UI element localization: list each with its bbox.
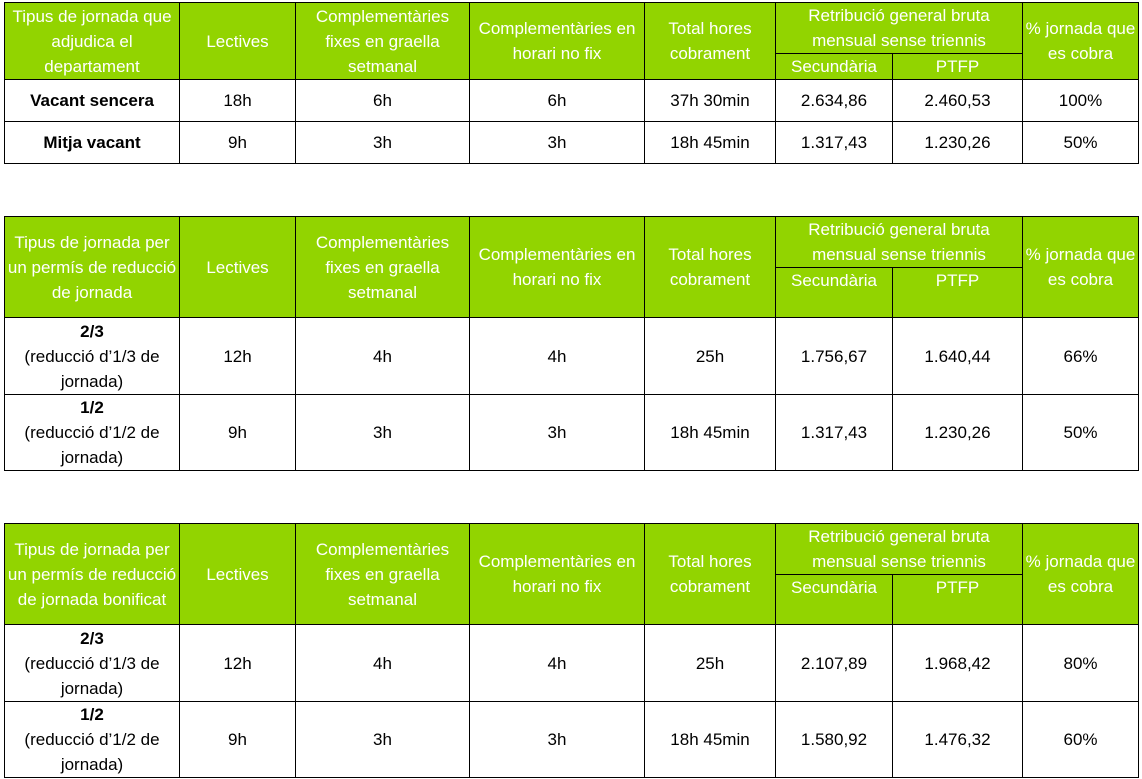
table-vacant-types: Tipus de jornada que adjudica el departa…	[4, 2, 1139, 164]
cell-nofix: 4h	[469, 624, 645, 702]
row-fraction: 2/3	[80, 321, 104, 341]
header-total-hores: Total hores cobrament	[644, 216, 776, 318]
cell-lectives: 18h	[179, 79, 296, 122]
cell-total: 37h 30min	[644, 79, 776, 122]
cell-percent: 66%	[1022, 317, 1139, 395]
cell-fixes: 3h	[295, 701, 470, 778]
header-complementaries-no-fix: Complementàries en horari no fix	[469, 523, 645, 625]
header-ptfp: PTFP	[892, 53, 1023, 80]
header-percent-jornada: % jornada que es cobra	[1022, 523, 1139, 625]
cell-ptfp: 2.460,53	[892, 79, 1023, 122]
header-total-hores: Total hores cobrament	[644, 523, 776, 625]
cell-secundaria: 2.107,89	[775, 624, 893, 702]
table-reduccio-bonificat: Tipus de jornada per un permís de reducc…	[4, 523, 1139, 778]
cell-secundaria: 1.317,43	[775, 121, 893, 164]
header-lectives: Lectives	[179, 216, 296, 318]
header-complementaries-no-fix: Complementàries en horari no fix	[469, 2, 645, 80]
cell-ptfp: 1.230,26	[892, 394, 1023, 471]
cell-nofix: 4h	[469, 317, 645, 395]
cell-ptfp: 1.640,44	[892, 317, 1023, 395]
cell-total: 25h	[644, 624, 776, 702]
row-label: 2/3 (reducció d’1/3 de jornada)	[4, 317, 180, 395]
cell-fixes: 4h	[295, 317, 470, 395]
header-percent-jornada: % jornada que es cobra	[1022, 216, 1139, 318]
header-lectives: Lectives	[179, 2, 296, 80]
row-label: 1/2 (reducció d’1/2 de jornada)	[4, 701, 180, 778]
row-subtitle: (reducció d’1/3 de jornada)	[24, 346, 160, 391]
cell-lectives: 9h	[179, 121, 296, 164]
table-row: 2/3 (reducció d’1/3 de jornada) 12h 4h 4…	[4, 624, 1139, 702]
cell-lectives: 12h	[179, 624, 296, 702]
cell-ptfp: 1.230,26	[892, 121, 1023, 164]
header-tipus-jornada: Tipus de jornada per un permís de reducc…	[4, 523, 180, 625]
cell-nofix: 3h	[469, 394, 645, 471]
header-total-hores: Total hores cobrament	[644, 2, 776, 80]
table-row: Vacant sencera 18h 6h 6h 37h 30min 2.634…	[4, 79, 1139, 122]
table-row: Mitja vacant 9h 3h 3h 18h 45min 1.317,43…	[4, 121, 1139, 164]
row-fraction: 1/2	[80, 705, 104, 724]
cell-percent: 60%	[1022, 701, 1139, 778]
table-row: 1/2 (reducció d’1/2 de jornada) 9h 3h 3h…	[4, 701, 1139, 778]
header-complementaries-fixes: Complementàries fixes en graella setmana…	[295, 2, 470, 80]
row-subtitle: (reducció d’1/2 de jornada)	[24, 423, 160, 467]
cell-ptfp: 1.968,42	[892, 624, 1023, 702]
row-label: Mitja vacant	[4, 121, 180, 164]
row-label: 1/2 (reducció d’1/2 de jornada)	[4, 394, 180, 471]
header-lectives: Lectives	[179, 523, 296, 625]
cell-total: 18h 45min	[644, 121, 776, 164]
cell-secundaria: 1.580,92	[775, 701, 893, 778]
cell-lectives: 9h	[179, 701, 296, 778]
cell-total: 18h 45min	[644, 394, 776, 471]
cell-nofix: 3h	[469, 121, 645, 164]
cell-secundaria: 1.317,43	[775, 394, 893, 471]
cell-fixes: 6h	[295, 79, 470, 122]
header-retribucio: Retribució general bruta mensual sense t…	[775, 216, 1023, 268]
cell-nofix: 6h	[469, 79, 645, 122]
table-row: 2/3 (reducció d’1/3 de jornada) 12h 4h 4…	[4, 317, 1139, 395]
row-label: Vacant sencera	[4, 79, 180, 122]
cell-fixes: 3h	[295, 394, 470, 471]
header-tipus-jornada: Tipus de jornada per un permís de reducc…	[4, 216, 180, 318]
cell-nofix: 3h	[469, 701, 645, 778]
header-percent-jornada: % jornada que es cobra	[1022, 2, 1139, 80]
cell-secundaria: 2.634,86	[775, 79, 893, 122]
header-secundaria: Secundària	[775, 267, 893, 318]
header-secundaria: Secundària	[775, 53, 893, 80]
header-secundaria: Secundària	[775, 574, 893, 625]
row-label: 2/3 (reducció d’1/3 de jornada)	[4, 624, 180, 702]
header-ptfp: PTFP	[892, 574, 1023, 625]
row-fraction: 2/3	[80, 628, 104, 648]
table-row: 1/2 (reducció d’1/2 de jornada) 9h 3h 3h…	[4, 394, 1139, 471]
header-tipus-jornada: Tipus de jornada que adjudica el departa…	[4, 2, 180, 80]
header-complementaries-no-fix: Complementàries en horari no fix	[469, 216, 645, 318]
table-reduccio-jornada: Tipus de jornada per un permís de reducc…	[4, 216, 1139, 471]
header-ptfp: PTFP	[892, 267, 1023, 318]
header-complementaries-fixes: Complementàries fixes en graella setmana…	[295, 216, 470, 318]
header-complementaries-fixes: Complementàries fixes en graella setmana…	[295, 523, 470, 625]
header-retribucio: Retribució general bruta mensual sense t…	[775, 523, 1023, 575]
cell-total: 18h 45min	[644, 701, 776, 778]
cell-ptfp: 1.476,32	[892, 701, 1023, 778]
row-subtitle: (reducció d’1/3 de jornada)	[24, 653, 160, 698]
cell-percent: 80%	[1022, 624, 1139, 702]
cell-percent: 100%	[1022, 79, 1139, 122]
row-subtitle: (reducció d’1/2 de jornada)	[24, 730, 160, 774]
header-retribucio: Retribució general bruta mensual sense t…	[775, 2, 1023, 54]
cell-fixes: 3h	[295, 121, 470, 164]
cell-fixes: 4h	[295, 624, 470, 702]
cell-percent: 50%	[1022, 121, 1139, 164]
cell-percent: 50%	[1022, 394, 1139, 471]
cell-lectives: 12h	[179, 317, 296, 395]
row-fraction: 1/2	[80, 398, 104, 417]
cell-total: 25h	[644, 317, 776, 395]
cell-lectives: 9h	[179, 394, 296, 471]
cell-secundaria: 1.756,67	[775, 317, 893, 395]
